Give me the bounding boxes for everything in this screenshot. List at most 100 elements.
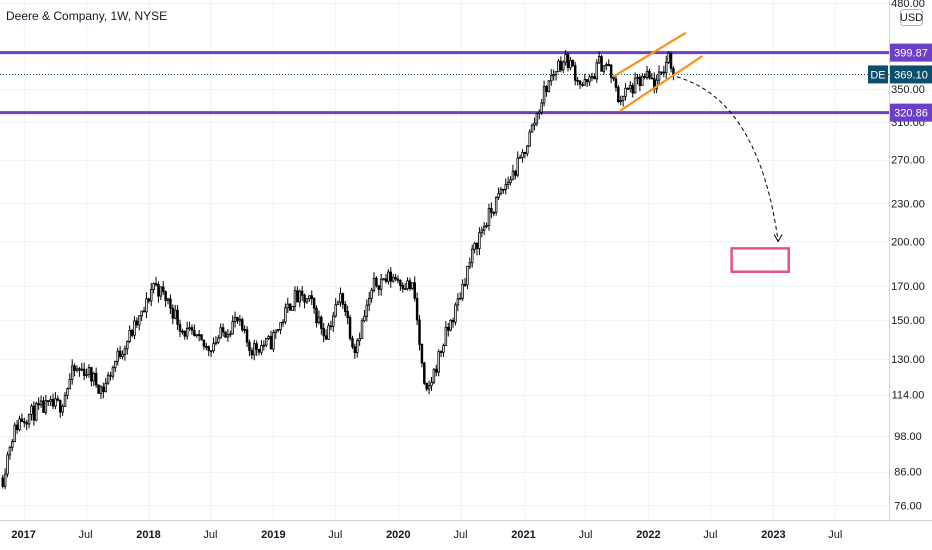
- candle-up: [133, 320, 136, 336]
- candle-down: [638, 76, 642, 86]
- candle-down: [181, 330, 184, 333]
- candle-up: [454, 304, 457, 323]
- resistance-price-label: 399.87: [894, 48, 928, 60]
- candle-up: [442, 345, 445, 353]
- time-axis-tick-label: Jul: [328, 529, 342, 541]
- candle-up: [35, 403, 38, 421]
- candle-down: [102, 386, 105, 392]
- candle-down: [545, 86, 548, 93]
- candle-up: [588, 76, 591, 83]
- candle-up: [597, 56, 601, 64]
- candle-down: [315, 307, 318, 324]
- candle-up: [286, 303, 290, 309]
- candle-down: [221, 327, 225, 333]
- candle-down: [377, 285, 381, 290]
- candle-up: [226, 334, 230, 338]
- candle-up: [188, 327, 191, 329]
- candle-down: [435, 368, 438, 373]
- candle-up: [3, 473, 7, 487]
- candle-down: [1, 477, 4, 487]
- candle-up: [562, 61, 565, 71]
- candle-up: [185, 327, 189, 337]
- candle-up: [305, 298, 309, 303]
- candle-up: [411, 282, 414, 290]
- candle-up: [274, 329, 278, 333]
- time-axis-tick-label: 2023: [761, 529, 785, 541]
- candle-up: [504, 184, 507, 190]
- candle-up: [497, 193, 500, 198]
- candle-up: [116, 350, 119, 362]
- candle-down: [581, 83, 584, 86]
- candle-down: [425, 382, 428, 390]
- candle-up: [334, 304, 337, 317]
- candle-up: [437, 351, 440, 373]
- candle-up: [267, 336, 270, 339]
- candle-down: [176, 309, 179, 325]
- price-axis-tick-label: 150.00: [891, 315, 925, 327]
- symbol-label: DE: [870, 69, 885, 81]
- candle-up: [427, 385, 431, 390]
- candle-down: [322, 327, 325, 337]
- candle-down: [157, 284, 160, 297]
- candle-down: [109, 374, 112, 377]
- candle-down: [94, 372, 98, 386]
- time-axis-tick-label: 2020: [386, 529, 410, 541]
- candle-down: [612, 76, 615, 80]
- time-axis-tick-label: Jul: [578, 529, 592, 541]
- candle-up: [214, 341, 218, 345]
- candle-down: [161, 286, 165, 293]
- candle-up: [516, 157, 519, 176]
- candle-up: [547, 80, 551, 93]
- candle-up: [485, 225, 488, 227]
- candle-down: [15, 424, 19, 431]
- price-axis[interactable]: 76.00 86.00 98.00 114.00 130.00 150.00 170.00 2…: [891, 0, 925, 512]
- price-axis-tick-label: 270.00: [891, 155, 925, 167]
- channel-upper-line[interactable]: [612, 31, 687, 78]
- candle-up: [619, 100, 622, 103]
- candle-down: [257, 348, 261, 353]
- candle-down: [463, 283, 467, 286]
- candle-down: [190, 327, 194, 331]
- candle-up: [657, 71, 661, 81]
- annotations: [612, 31, 790, 273]
- candle-down: [523, 151, 527, 155]
- candle-up: [231, 321, 234, 335]
- candle-up: [482, 226, 486, 231]
- candle-up: [602, 65, 606, 72]
- candle-up: [480, 229, 484, 234]
- candle-up: [564, 54, 567, 63]
- channel-lower-line[interactable]: [619, 55, 704, 112]
- candle-up: [533, 122, 536, 126]
- target-zone-box[interactable]: [730, 247, 790, 273]
- time-axis[interactable]: 2017 Jul 2018 Jul 2019 Jul 2020 Jul 2021 Jul 2022 J…: [11, 529, 842, 541]
- candle-up: [238, 318, 242, 322]
- candle-down: [502, 188, 505, 191]
- candle-up: [530, 124, 534, 133]
- candle-down: [447, 326, 450, 331]
- candle-up: [264, 337, 268, 346]
- candle-up: [478, 232, 481, 249]
- candle-up: [370, 289, 373, 299]
- price-axis-tick-label: 480.00: [891, 0, 925, 10]
- time-axis-tick-label: Jul: [454, 529, 468, 541]
- candle-up: [68, 378, 72, 390]
- candle-up: [293, 290, 297, 307]
- candle-up: [233, 317, 237, 323]
- candle-up: [317, 316, 321, 324]
- candle-down: [439, 351, 443, 353]
- candle-up: [99, 386, 103, 394]
- candle-down: [631, 85, 634, 94]
- candle-up: [27, 413, 31, 425]
- candle-up: [521, 151, 524, 158]
- candle-up: [336, 301, 340, 306]
- price-axis-tick-label: 170.00: [891, 281, 925, 293]
- candle-down: [245, 329, 249, 343]
- candle-down: [413, 282, 416, 299]
- candle-up: [466, 265, 469, 286]
- candle-up: [528, 131, 531, 147]
- candle-up: [629, 85, 632, 90]
- projection-arrow[interactable]: [676, 76, 779, 242]
- candle-down: [20, 418, 24, 423]
- time-axis-tick-label: 2022: [636, 529, 660, 541]
